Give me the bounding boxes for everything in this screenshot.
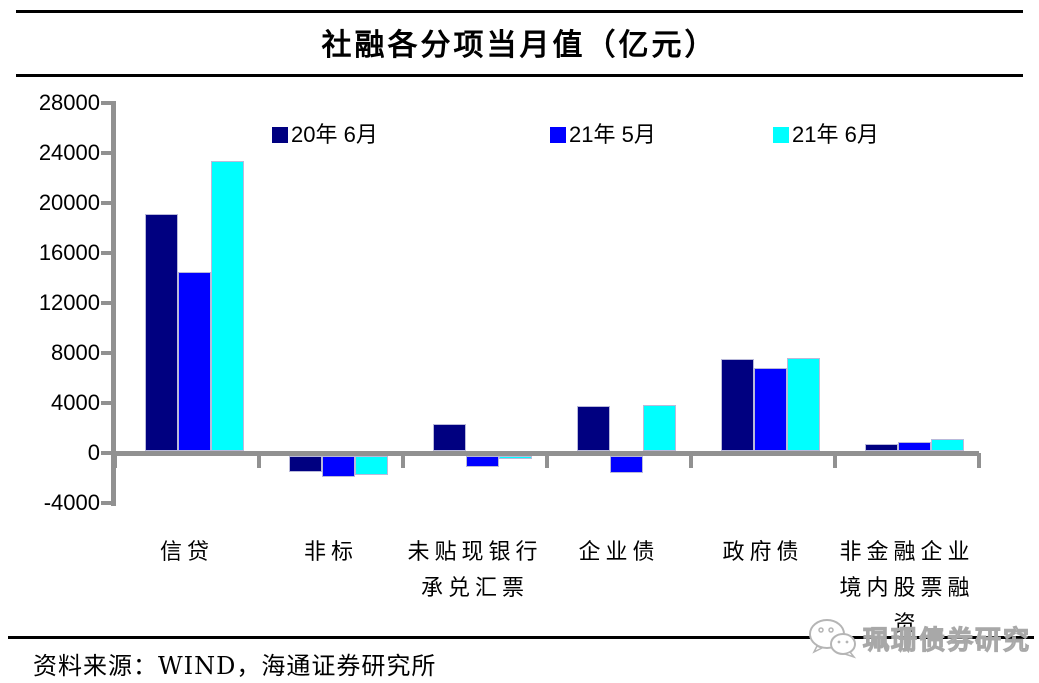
x-category-label-line: 非金融企业: [839, 540, 975, 565]
bar: [289, 456, 322, 473]
y-tick-label: -4000: [43, 490, 100, 515]
bar: [898, 442, 931, 451]
x-category-label: 政府债: [678, 535, 848, 571]
legend-item: 21年 6月: [773, 122, 879, 147]
x-category-label: 未贴现银行 承兑汇票: [390, 535, 560, 607]
bar: [433, 423, 466, 451]
legend-item: 20年 6月: [272, 122, 378, 147]
x-tick-mark: [113, 453, 117, 468]
y-tick-label: 8000: [51, 340, 100, 365]
x-tick-mark: [257, 453, 261, 468]
y-axis-labels: 28000 24000 20000 16000 12000 8000 4000 0 -4000: [0, 90, 100, 515]
y-tick-mark: [101, 301, 111, 305]
bar: [322, 456, 355, 478]
x-category-label-line: 资: [893, 612, 921, 637]
watermark: 珮珊债券研究: [807, 616, 1031, 660]
y-tick-label: 24000: [38, 140, 100, 165]
y-tick-mark: [101, 351, 111, 355]
legend-swatch: [272, 127, 288, 143]
x-tick-mark: [977, 453, 981, 468]
bar: [577, 406, 610, 451]
top-rule: [16, 10, 1023, 13]
legend-swatch: [773, 127, 789, 143]
x-category-label: 企业债: [534, 535, 704, 571]
plot-area: 20年 6月 21年 5月 21年 6月 信贷 非标 未贴现银行 承兑汇票 企业债 政府债 非金融…: [101, 101, 981, 637]
legend-item: 21年 5月: [550, 122, 656, 147]
title-divider-rule: [16, 74, 1023, 77]
x-tick-mark: [401, 453, 405, 468]
y-tick-mark: [101, 251, 111, 255]
x-tick-mark: [833, 453, 837, 468]
y-tick-mark: [101, 201, 111, 205]
y-tick-mark: [101, 101, 111, 105]
bar: [610, 456, 643, 473]
bar: [499, 456, 532, 459]
bar: [721, 358, 754, 451]
bar: [787, 357, 820, 451]
legend-label: 21年 5月: [569, 122, 656, 147]
legend-label: 20年 6月: [291, 122, 378, 147]
bar: [211, 161, 244, 451]
y-tick-mark: [101, 401, 111, 405]
y-tick-label: 20000: [38, 190, 100, 215]
y-tick-mark: [101, 151, 111, 155]
bar: [643, 405, 676, 451]
x-category-label: 信贷: [102, 535, 272, 571]
bottom-rule: [8, 636, 1034, 639]
x-tick-mark: [545, 453, 549, 468]
watermark-text: 珮珊债券研究: [862, 625, 1031, 656]
x-category-label-line: 承兑汇票: [420, 576, 529, 601]
x-tick-mark: [689, 453, 693, 468]
bar: [466, 456, 499, 468]
bar: [145, 213, 178, 451]
y-tick-label: 16000: [38, 240, 100, 265]
bar: [355, 456, 388, 475]
x-category-label-line: 非标: [303, 540, 358, 565]
bar: [178, 272, 211, 451]
y-tick-label: 0: [87, 440, 100, 465]
y-axis-line: [111, 101, 116, 506]
y-tick-mark: [101, 451, 111, 455]
x-category-label-line: 境内股票融: [839, 576, 975, 601]
legend-swatch: [550, 127, 566, 143]
legend-label: 21年 6月: [792, 122, 879, 147]
x-category-label: 非标: [246, 535, 416, 571]
source-note: 资料来源：WIND，海通证券研究所: [33, 652, 437, 680]
y-tick-label: 4000: [51, 390, 100, 415]
x-category-label-line: 信贷: [159, 540, 214, 565]
bar: [931, 439, 964, 451]
wechat-icon: [808, 619, 857, 659]
y-tick-label: 28000: [38, 90, 100, 115]
x-category-label-line: 政府债: [722, 540, 804, 565]
bar: [754, 367, 787, 451]
chart-title: 社融各分项当月值（亿元）: [321, 28, 718, 63]
x-category-label: 非金融企业境内股票融资: [822, 535, 992, 643]
x-category-label-line: 未贴现银行: [407, 540, 543, 565]
x-category-label-line: 企业债: [578, 540, 660, 565]
y-tick-label: 12000: [38, 290, 100, 315]
y-tick-mark: [101, 501, 111, 505]
x-axis-zero-line: [111, 451, 979, 456]
bar: [865, 444, 898, 451]
